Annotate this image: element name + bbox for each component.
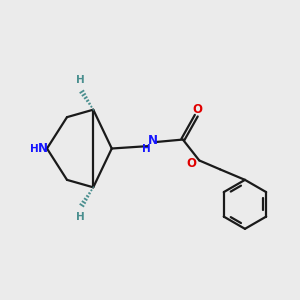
Text: N: N	[38, 142, 47, 155]
Text: H: H	[30, 143, 39, 154]
Text: H: H	[76, 75, 85, 85]
Text: H: H	[142, 144, 151, 154]
Text: O: O	[186, 157, 196, 170]
Text: O: O	[193, 103, 203, 116]
Text: N: N	[147, 134, 158, 147]
Text: H: H	[76, 212, 85, 222]
